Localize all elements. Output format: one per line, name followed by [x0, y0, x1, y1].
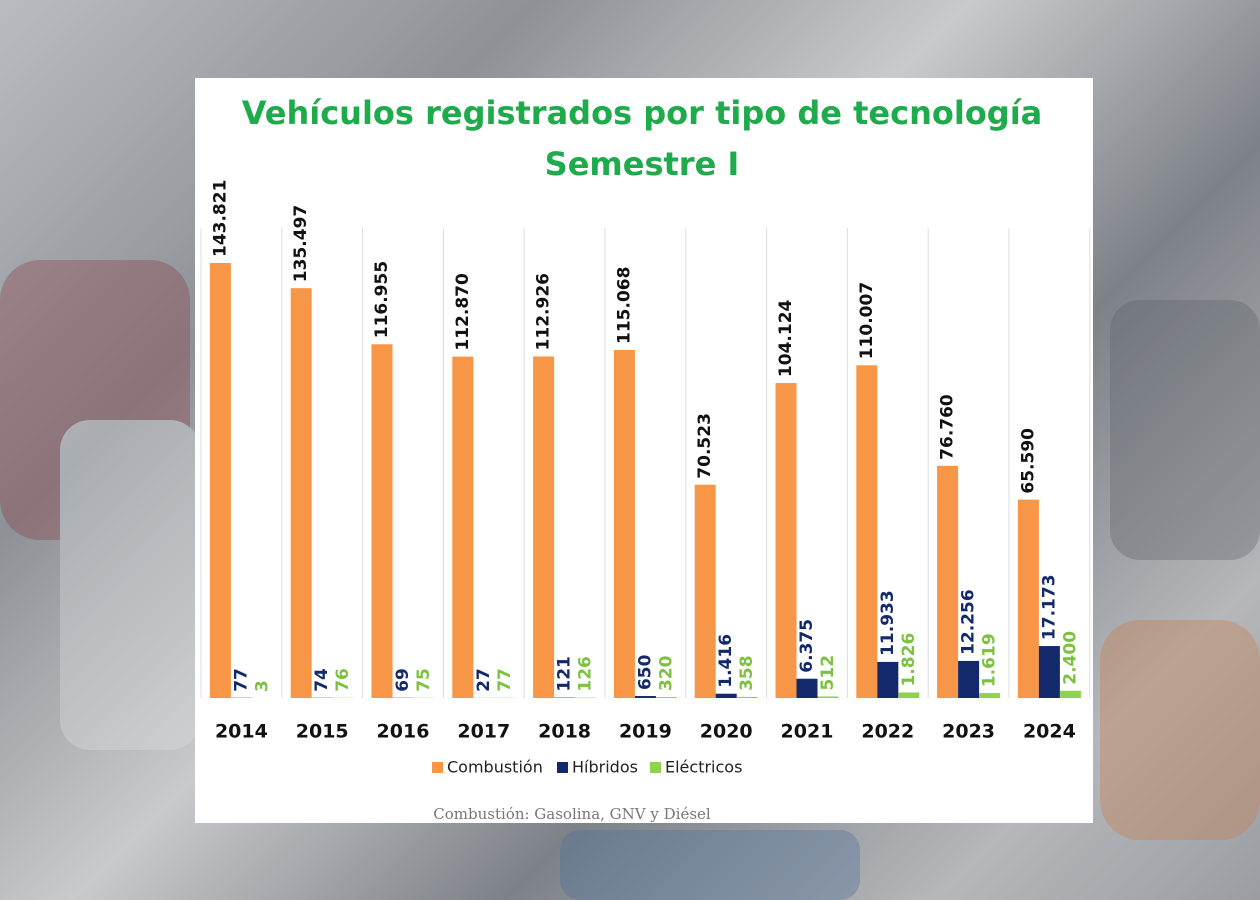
- bar: [715, 693, 737, 698]
- value-label: 115.068: [614, 267, 634, 344]
- x-tick-label: 2016: [377, 721, 430, 743]
- x-tick-label: 2024: [1023, 721, 1076, 743]
- bar: [958, 660, 980, 698]
- x-tick-label: 2015: [296, 721, 349, 743]
- value-label: 70.523: [695, 413, 715, 479]
- bar: [613, 349, 635, 698]
- x-tick-label: 2021: [781, 721, 834, 743]
- value-label: 121: [555, 656, 575, 692]
- bar: [655, 697, 677, 698]
- legend-swatch: [650, 762, 661, 773]
- value-label: 6.375: [797, 619, 817, 673]
- value-label: 512: [818, 655, 838, 691]
- x-tick-label: 2017: [457, 721, 510, 743]
- bar: [856, 365, 878, 698]
- legend-label: Combustión: [447, 758, 543, 777]
- value-label: 3: [252, 680, 272, 692]
- bar: [979, 693, 1001, 698]
- x-tick-label: 2018: [538, 721, 591, 743]
- legend-swatch: [557, 762, 568, 773]
- legend-label: Eléctricos: [665, 758, 742, 777]
- legend-label: Híbridos: [572, 758, 638, 777]
- chart-subtitle: Semestre I: [545, 145, 740, 183]
- bar: [817, 696, 839, 698]
- bar: [694, 484, 716, 698]
- x-tick-label: 2023: [942, 721, 995, 743]
- bar: [898, 692, 920, 698]
- x-tick-label: 2014: [215, 721, 268, 743]
- value-label: 1.416: [716, 634, 736, 688]
- bar: [290, 288, 312, 698]
- car-shapes: [0, 260, 1260, 900]
- bar: [877, 661, 899, 698]
- value-label: 76.760: [938, 394, 958, 460]
- value-label: 69: [393, 668, 413, 692]
- value-label: 112.870: [453, 273, 473, 351]
- value-label: 112.926: [534, 273, 554, 350]
- bar: [634, 696, 656, 698]
- value-label: 1.619: [980, 633, 1000, 687]
- value-label: 77: [231, 668, 251, 692]
- value-label: 77: [495, 668, 515, 692]
- value-label: 65.590: [1018, 428, 1038, 494]
- value-label: 110.007: [857, 282, 877, 359]
- value-label: 358: [737, 655, 757, 691]
- value-label: 27: [474, 668, 494, 692]
- value-label: 116.955: [372, 261, 392, 338]
- value-label: 135.497: [291, 205, 311, 282]
- value-label: 1.826: [899, 633, 919, 687]
- value-label: 2.400: [1060, 631, 1080, 685]
- bar: [736, 696, 758, 698]
- bar: [371, 344, 393, 698]
- bar: [775, 383, 797, 698]
- value-label: 320: [656, 655, 676, 691]
- x-tick-label: 2022: [861, 721, 914, 743]
- chart-title: Vehículos registrados por tipo de tecnol…: [242, 94, 1043, 132]
- bar: [1038, 646, 1060, 698]
- value-label: 126: [576, 656, 596, 692]
- bar: [796, 678, 818, 698]
- bar: [1059, 690, 1081, 698]
- value-label: 11.933: [878, 590, 898, 656]
- value-label: 74: [312, 668, 332, 692]
- footnote: Combustión: Gasolina, GNV y Diésel: [433, 805, 711, 823]
- chart-panel: [195, 78, 1093, 823]
- value-label: 12.256: [959, 589, 979, 655]
- bar: [1017, 499, 1039, 698]
- value-label: 75: [414, 668, 434, 692]
- x-tick-label: 2020: [700, 721, 753, 743]
- bar: [209, 263, 231, 698]
- legend-swatch: [432, 762, 443, 773]
- value-label: 143.821: [210, 180, 230, 257]
- value-label: 650: [635, 654, 655, 690]
- bar: [533, 356, 555, 698]
- x-tick-label: 2019: [619, 721, 672, 743]
- value-label: 104.124: [776, 299, 796, 377]
- value-label: 17.173: [1039, 574, 1059, 640]
- value-label: 76: [333, 668, 353, 692]
- bar: [452, 356, 474, 698]
- bar: [937, 465, 959, 698]
